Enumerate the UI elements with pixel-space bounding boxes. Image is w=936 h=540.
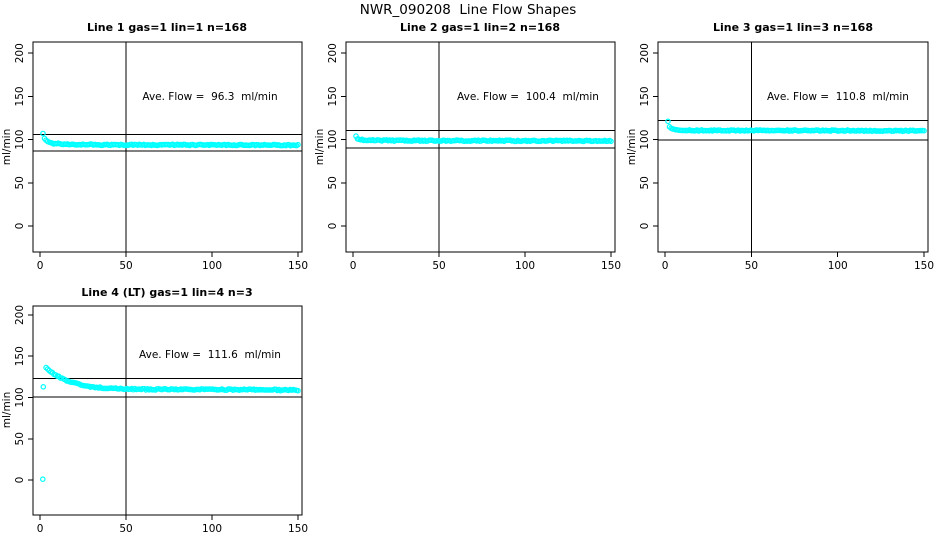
x-tick-label: 50 [119,260,132,272]
plot-box [32,41,303,253]
y-tick-label: 150 [639,86,651,106]
y-tick-label: 0 [327,223,339,230]
panel-line2: Line 2 gas=1 lin=2 n=168 Ave. Flow = 100… [314,21,621,272]
x-tick-label: 50 [432,260,445,272]
y-tick-label: 150 [14,346,26,366]
x-tick-label: 50 [119,523,132,535]
y-tick-label: 150 [327,86,339,106]
y-tick-label: 200 [327,43,339,63]
plot-area: 0 50 100 150 0 50 100 150 200 [639,41,934,272]
plot-area: 0 50 100 150 0 50 100 150 200 [327,41,621,272]
plot-box [345,41,616,253]
panel-title: Line 1 gas=1 lin=1 n=168 [87,21,247,34]
y-tick-label: 0 [639,223,651,230]
data-points [39,364,301,483]
main-title: NWR_090208 Line Flow Shapes [360,2,577,18]
x-tick-label: 100 [202,260,222,272]
ave-flow-annotation: Ave. Flow = 100.4 ml/min [457,91,599,103]
y-tick-label: 0 [14,223,26,230]
axis-ticks: 0 50 100 150 0 50 100 150 200 [14,305,308,535]
x-tick-label: 0 [662,260,669,272]
panel-title: Line 4 (LT) gas=1 lin=4 n=3 [81,286,252,299]
x-tick-label: 0 [350,260,357,272]
reference-lines [346,42,615,252]
plot-area: 0 50 100 150 0 50 100 150 200 [14,305,308,535]
panel-line3: Line 3 gas=1 lin=3 n=168 Ave. Flow = 110… [626,21,934,272]
x-tick-label: 0 [37,260,44,272]
y-tick-label: 0 [14,477,26,484]
data-points [40,130,301,149]
y-tick-label: 100 [639,130,651,150]
ave-flow-annotation: Ave. Flow = 96.3 ml/min [142,91,277,103]
x-tick-label: 50 [745,260,758,272]
plot-area: 0 50 100 150 0 50 100 150 200 [14,41,308,272]
y-tick-label: 50 [639,176,651,189]
x-tick-label: 100 [828,260,848,272]
x-tick-label: 150 [288,260,308,272]
plot-box [32,305,303,516]
x-tick-label: 150 [288,523,308,535]
y-axis-label: ml/min [1,392,13,428]
x-tick-label: 100 [515,260,535,272]
reference-lines [658,42,928,252]
data-points [353,133,614,145]
x-tick-label: 150 [914,260,934,272]
axis-ticks: 0 50 100 150 0 50 100 150 200 [14,43,308,272]
data-points [665,118,927,135]
y-tick-label: 50 [14,176,26,189]
reference-lines [33,306,302,515]
y-tick-label: 100 [14,130,26,150]
plot-box [657,41,929,253]
y-tick-label: 200 [14,43,26,63]
y-tick-label: 200 [639,43,651,63]
y-tick-label: 50 [327,176,339,189]
y-tick-label: 150 [14,86,26,106]
x-tick-label: 150 [601,260,621,272]
axis-ticks: 0 50 100 150 0 50 100 150 200 [327,43,621,272]
panel-line4: Line 4 (LT) gas=1 lin=4 n=3 Ave. Flow = … [1,286,308,535]
x-tick-label: 100 [202,523,222,535]
y-tick-label: 50 [14,432,26,445]
x-tick-label: 0 [37,523,44,535]
ave-flow-annotation: Ave. Flow = 111.6 ml/min [139,349,281,361]
y-tick-label: 100 [14,387,26,407]
y-axis-label: ml/min [1,129,13,165]
y-axis-label: ml/min [626,129,638,165]
panel-line1: Line 1 gas=1 lin=1 n=168 Ave. Flow = 96.… [1,21,308,272]
panel-title: Line 3 gas=1 lin=3 n=168 [713,21,873,34]
axis-ticks: 0 50 100 150 0 50 100 150 200 [639,43,934,272]
y-tick-label: 100 [327,130,339,150]
y-axis-label: ml/min [314,129,326,165]
ave-flow-annotation: Ave. Flow = 110.8 ml/min [767,91,909,103]
panel-title: Line 2 gas=1 lin=2 n=168 [400,21,560,34]
y-tick-label: 200 [14,305,26,325]
